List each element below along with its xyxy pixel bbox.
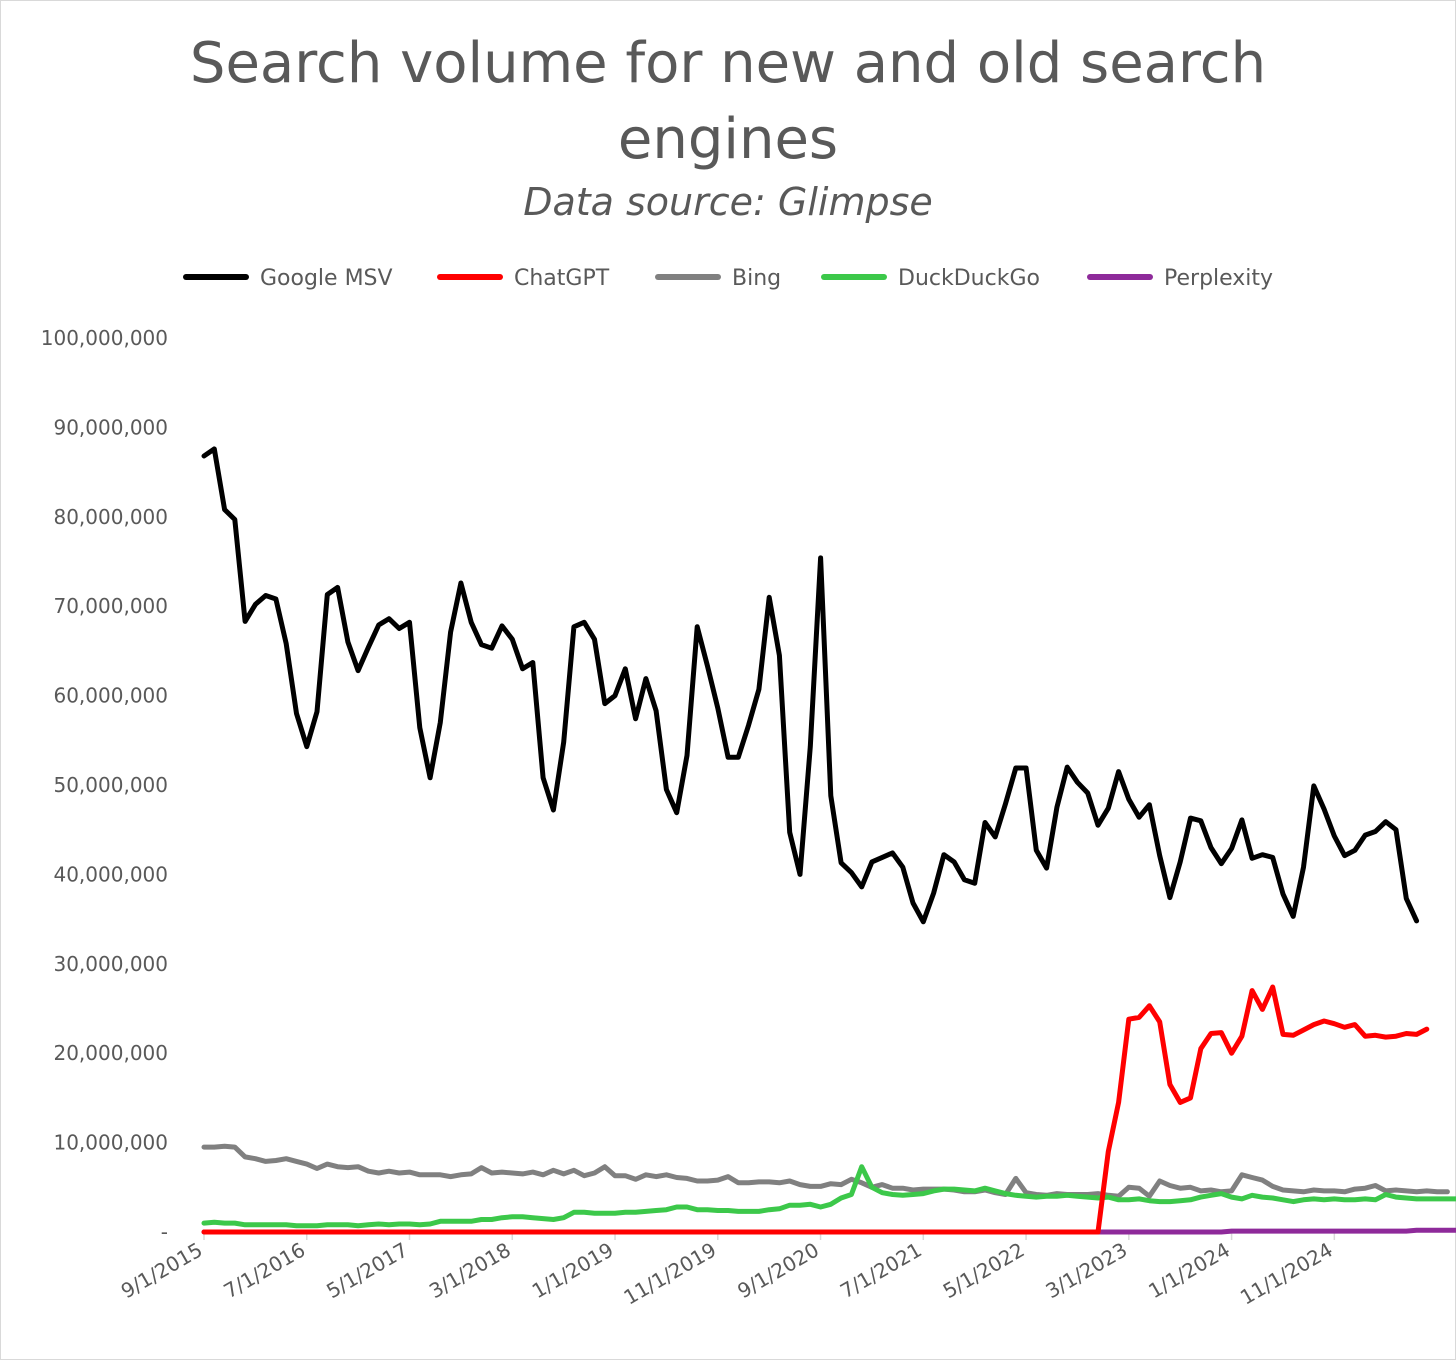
series-group [201, 446, 1456, 1235]
x-tick-label: 7/1/2016 [219, 1238, 309, 1304]
series-line-google-msv [201, 446, 1420, 925]
x-tick-label: 9/1/2020 [733, 1238, 823, 1304]
x-tick-label: 5/1/2017 [322, 1238, 412, 1304]
x-tick-label: 9/1/2015 [117, 1238, 207, 1304]
x-tick-label: 11/1/2024 [1236, 1238, 1337, 1310]
y-tick-label: - [161, 1220, 168, 1244]
x-tick-label: 1/1/2024 [1144, 1238, 1234, 1304]
x-tick-label: 7/1/2021 [836, 1238, 926, 1304]
y-tick-label: 80,000,000 [53, 505, 168, 529]
y-tick-label: 40,000,000 [53, 862, 168, 886]
legend-label-perplexity: Perplexity [1164, 266, 1273, 291]
y-tick-label: 90,000,000 [53, 415, 168, 439]
y-tick-label: 30,000,000 [53, 952, 168, 976]
y-tick-label: 20,000,000 [53, 1041, 168, 1065]
chart-title-line2: engines [617, 107, 839, 172]
y-tick-label: 10,000,000 [53, 1131, 168, 1155]
y-tick-label: 50,000,000 [53, 773, 168, 797]
x-axis: 9/1/2015 7/1/2016 5/1/2017 3/1/2018 1/1/2019… [117, 1231, 1396, 1310]
legend-label-chatgpt: ChatGPT [514, 266, 610, 291]
y-axis: - 10,000,000 20,000,000 30,000,000 40,000,00… [41, 326, 168, 1244]
legend: Google MSV ChatGPT Bing DuckDuckGo Perplexit… [183, 266, 1273, 291]
x-tick-label: 11/1/2019 [619, 1238, 720, 1310]
y-tick-label: 70,000,000 [53, 594, 168, 618]
series-line-bing [201, 1143, 1450, 1199]
legend-label-google-msv: Google MSV [260, 266, 393, 291]
x-tick-label: 3/1/2023 [1042, 1238, 1132, 1304]
legend-label-bing: Bing [732, 266, 781, 291]
chart-subtitle: Data source: Glimpse [523, 180, 933, 224]
series-line-chatgpt [201, 984, 1430, 1235]
chart-title-line1: Search volume for new and old search [189, 31, 1267, 96]
series-line-duckduckgo [201, 1164, 1456, 1229]
y-tick-label: 100,000,000 [41, 326, 168, 350]
x-tick-label: 3/1/2018 [425, 1238, 515, 1304]
x-tick-label: 1/1/2019 [528, 1238, 618, 1304]
legend-label-duckduckgo: DuckDuckGo [898, 266, 1040, 291]
y-tick-label: 60,000,000 [53, 684, 168, 708]
x-tick-label: 5/1/2022 [939, 1238, 1029, 1304]
